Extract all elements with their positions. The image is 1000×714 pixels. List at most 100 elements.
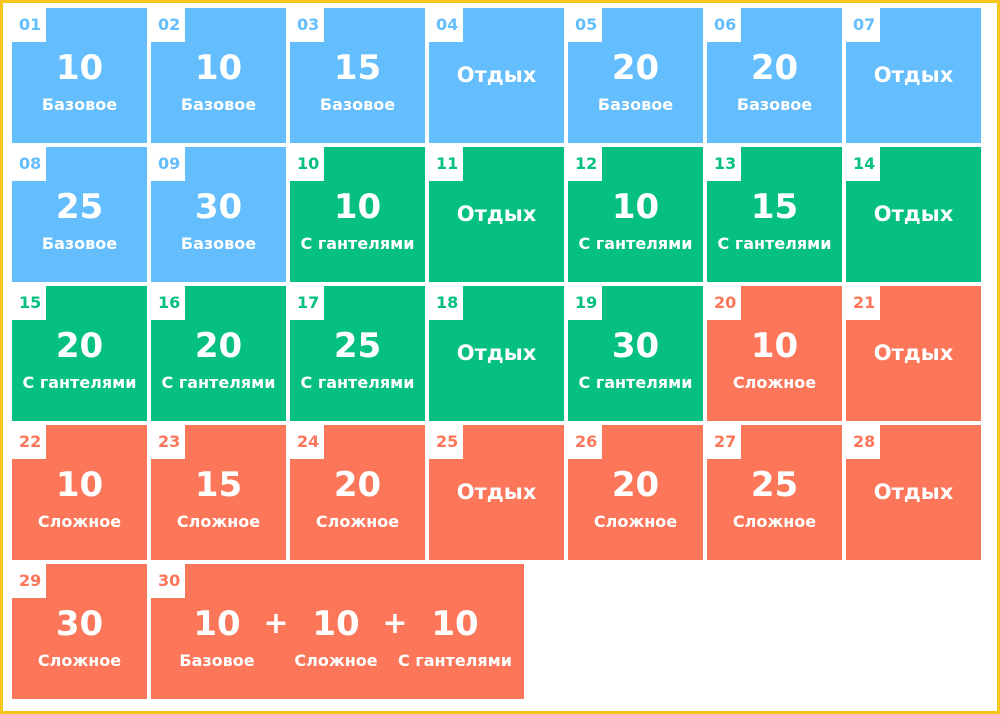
rep-count: 10 bbox=[312, 604, 360, 644]
workout-type: Базовое bbox=[736, 95, 813, 114]
rep-count: 25 bbox=[333, 326, 382, 366]
workout-type: С гантелями bbox=[717, 234, 832, 253]
day-number: 20 bbox=[707, 286, 741, 320]
day-cell-21: 21 Отдых bbox=[846, 286, 981, 421]
rep-count: 10 bbox=[750, 326, 799, 366]
rep-count: 15 bbox=[333, 48, 382, 88]
day-number: 14 bbox=[846, 147, 880, 181]
rep-count: 30 bbox=[55, 604, 104, 644]
day-number: 01 bbox=[12, 8, 46, 42]
day-number: 24 bbox=[290, 425, 324, 459]
day-number: 10 bbox=[290, 147, 324, 181]
workout-type: С гантелями bbox=[161, 373, 276, 392]
rep-count: 20 bbox=[611, 465, 660, 505]
day-number: 08 bbox=[12, 147, 46, 181]
day-number: 22 bbox=[12, 425, 46, 459]
workout-type: Сложное bbox=[37, 651, 122, 670]
day-number: 30 bbox=[151, 564, 185, 598]
day-number: 16 bbox=[151, 286, 185, 320]
day-cell-28: 28 Отдых bbox=[846, 425, 981, 560]
workout-type: С гантелями bbox=[22, 373, 137, 392]
workout-type: С гантелями bbox=[398, 651, 512, 670]
workout-type: Сложное bbox=[593, 512, 678, 531]
day-cell-24: 24 20 Сложное bbox=[290, 425, 425, 560]
day-cell-16: 16 20 С гантелями bbox=[151, 286, 286, 421]
workout-type: Сложное bbox=[732, 512, 817, 531]
day-number: 27 bbox=[707, 425, 741, 459]
day-cell-14: 14 Отдых bbox=[846, 147, 981, 282]
rep-count: 25 bbox=[55, 187, 104, 227]
rep-count: 10 bbox=[431, 604, 479, 644]
workout-type: С гантелями bbox=[578, 373, 693, 392]
workout-type: Базовое bbox=[41, 234, 118, 253]
day-number: 04 bbox=[429, 8, 463, 42]
workout-type: Базовое bbox=[41, 95, 118, 114]
rest-label: Отдых bbox=[456, 202, 537, 226]
rest-label: Отдых bbox=[873, 63, 954, 87]
rep-count: 20 bbox=[750, 48, 799, 88]
workout-type: Сложное bbox=[732, 373, 817, 392]
rep-count: 15 bbox=[750, 187, 799, 227]
day-cell-20: 20 10 Сложное bbox=[707, 286, 842, 421]
rep-count: 10 bbox=[193, 604, 241, 644]
day-cell-15: 15 20 С гантелями bbox=[12, 286, 147, 421]
rest-label: Отдых bbox=[456, 341, 537, 365]
day-number: 03 bbox=[290, 8, 324, 42]
day-cell-19: 19 30 С гантелями bbox=[568, 286, 703, 421]
rep-count: 25 bbox=[750, 465, 799, 505]
day-cell-09: 09 30 Базовое bbox=[151, 147, 286, 282]
day-cell-08: 08 25 Базовое bbox=[12, 147, 147, 282]
workout-type: Сложное bbox=[176, 512, 261, 531]
rest-label: Отдых bbox=[873, 341, 954, 365]
rest-label: Отдых bbox=[456, 480, 537, 504]
day-cell-10: 10 10 С гантелями bbox=[290, 147, 425, 282]
rep-count: 10 bbox=[55, 465, 104, 505]
day-cell-05: 05 20 Базовое bbox=[568, 8, 703, 143]
day-number: 23 bbox=[151, 425, 185, 459]
rep-count: 10 bbox=[333, 187, 382, 227]
day-cell-13: 13 15 С гантелями bbox=[707, 147, 842, 282]
day-number: 05 bbox=[568, 8, 602, 42]
rest-label: Отдых bbox=[873, 480, 954, 504]
day-number: 25 bbox=[429, 425, 463, 459]
day-cell-29: 29 30 Сложное bbox=[12, 564, 147, 699]
plus-sign: + bbox=[382, 606, 408, 641]
day-cell-25: 25 Отдых bbox=[429, 425, 564, 560]
workout-type: Сложное bbox=[315, 512, 400, 531]
day-number: 13 bbox=[707, 147, 741, 181]
day-number: 06 bbox=[707, 8, 741, 42]
day-number: 11 bbox=[429, 147, 463, 181]
day-cell-07: 07 Отдых bbox=[846, 8, 981, 143]
workout-type: С гантелями bbox=[578, 234, 693, 253]
rep-count: 30 bbox=[611, 326, 660, 366]
rep-count: 20 bbox=[55, 326, 104, 366]
day-cell-04: 04 Отдых bbox=[429, 8, 564, 143]
day-number: 15 bbox=[12, 286, 46, 320]
day-number: 09 bbox=[151, 147, 185, 181]
day-cell-23: 23 15 Сложное bbox=[151, 425, 286, 560]
day-cell-12: 12 10 С гантелями bbox=[568, 147, 703, 282]
day-cell-03: 03 15 Базовое bbox=[290, 8, 425, 143]
rep-count: 20 bbox=[611, 48, 660, 88]
day-cell-17: 17 25 С гантелями bbox=[290, 286, 425, 421]
workout-type: Базовое bbox=[319, 95, 396, 114]
rep-count: 20 bbox=[194, 326, 243, 366]
day-number: 17 bbox=[290, 286, 324, 320]
combo-workout: 10 Базовое + 10 Сложное + 10 С гантелями bbox=[151, 564, 524, 699]
day-number: 07 bbox=[846, 8, 880, 42]
day-cell-22: 22 10 Сложное bbox=[12, 425, 147, 560]
workout-type: С гантелями bbox=[300, 373, 415, 392]
rep-count: 10 bbox=[194, 48, 243, 88]
rep-count: 10 bbox=[55, 48, 104, 88]
day-number: 02 bbox=[151, 8, 185, 42]
workout-type: С гантелями bbox=[300, 234, 415, 253]
day-number: 12 bbox=[568, 147, 602, 181]
day-cell-26: 26 20 Сложное bbox=[568, 425, 703, 560]
workout-type: Сложное bbox=[37, 512, 122, 531]
rep-count: 20 bbox=[333, 465, 382, 505]
day-number: 21 bbox=[846, 286, 880, 320]
rest-label: Отдых bbox=[456, 63, 537, 87]
day-number: 29 bbox=[12, 564, 46, 598]
day-number: 18 bbox=[429, 286, 463, 320]
